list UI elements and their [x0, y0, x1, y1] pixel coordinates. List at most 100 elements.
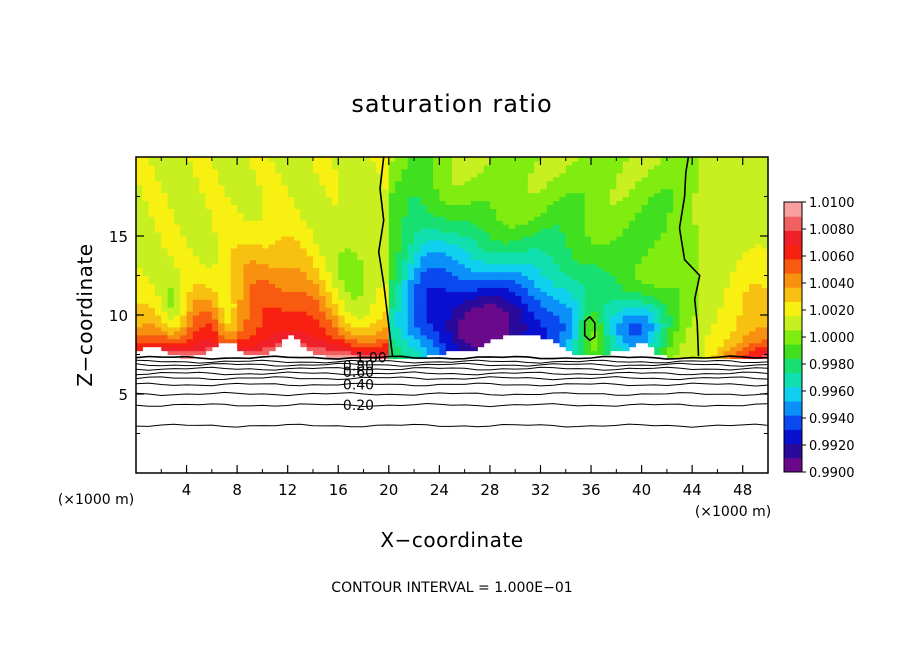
field-cell — [641, 287, 649, 292]
field-cell — [483, 267, 491, 273]
field-cell — [685, 311, 693, 316]
field-cell — [704, 315, 712, 320]
field-cell — [357, 330, 365, 336]
field-cell — [559, 200, 567, 205]
field-cell — [496, 224, 504, 229]
field-cell — [635, 303, 643, 308]
field-cell — [647, 208, 655, 213]
field-cell — [433, 311, 440, 316]
field-cell — [243, 263, 251, 269]
field-cell — [496, 208, 504, 213]
field-cell — [395, 303, 403, 308]
field-cell — [565, 196, 573, 202]
field-cell — [521, 299, 529, 304]
field-cell — [723, 196, 731, 202]
field-cell — [357, 287, 365, 292]
field-cell — [452, 188, 459, 194]
field-cell — [338, 239, 346, 245]
field-cell — [300, 228, 308, 233]
field-cell — [350, 160, 358, 166]
field-cell — [679, 160, 687, 166]
field-cell — [723, 267, 731, 273]
field-cell — [414, 299, 421, 304]
field-cell — [717, 271, 725, 277]
field-cell — [173, 192, 181, 198]
field-cell — [553, 228, 561, 233]
field-cell — [508, 259, 516, 265]
field-cell — [723, 322, 731, 328]
field-cell — [237, 216, 245, 221]
field-cell — [148, 192, 156, 198]
field-cell — [597, 164, 605, 170]
field-cell — [610, 307, 617, 312]
field-cell — [584, 279, 592, 284]
field-cell — [673, 287, 681, 292]
field-cell — [350, 243, 358, 249]
field-cell — [628, 196, 636, 202]
field-cell — [281, 330, 289, 336]
field-cell — [142, 275, 150, 281]
field-cell — [540, 239, 548, 245]
field-cell — [262, 239, 270, 245]
field-cell — [136, 212, 143, 217]
field-cell — [154, 212, 162, 217]
field-cell — [382, 164, 390, 170]
field-cell — [167, 239, 175, 245]
field-cell — [363, 291, 371, 296]
field-cell — [622, 338, 630, 344]
field-cell — [546, 212, 554, 217]
field-cell — [420, 322, 428, 328]
field-cell — [312, 236, 320, 241]
field-cell — [647, 334, 655, 340]
field-cell — [243, 172, 251, 178]
field-cell — [477, 247, 485, 253]
field-cell — [521, 176, 529, 182]
field-cell — [243, 239, 251, 245]
field-cell — [749, 168, 756, 174]
field-cell — [281, 255, 289, 261]
field-cell — [414, 164, 421, 170]
field-cell — [622, 315, 630, 320]
field-cell — [218, 243, 226, 249]
field-cell — [515, 216, 523, 221]
field-cell — [660, 259, 668, 265]
field-cell — [275, 342, 282, 348]
field-cell — [489, 157, 497, 162]
field-cell — [622, 168, 630, 174]
field-cell — [376, 322, 384, 328]
field-cell — [483, 295, 491, 300]
field-cell — [452, 326, 459, 332]
field-cell — [628, 263, 636, 269]
field-cell — [483, 239, 491, 245]
field-cell — [294, 184, 301, 190]
field-cell — [237, 157, 245, 162]
field-cell — [603, 180, 611, 186]
field-cell — [369, 247, 377, 253]
field-cell — [464, 271, 472, 277]
field-cell — [749, 247, 756, 253]
field-cell — [142, 267, 150, 273]
field-cell — [243, 307, 251, 312]
field-cell — [262, 224, 270, 229]
field-cell — [628, 334, 636, 340]
field-cell — [287, 236, 295, 241]
field-cell — [584, 180, 592, 186]
field-cell — [211, 311, 219, 316]
field-cell — [534, 279, 542, 284]
field-cell — [597, 192, 605, 198]
field-cell — [458, 334, 466, 340]
field-cell — [363, 283, 371, 288]
field-cell — [306, 342, 314, 348]
field-cell — [496, 216, 504, 221]
field-cell — [635, 259, 643, 265]
field-cell — [154, 176, 162, 182]
field-cell — [654, 188, 662, 194]
field-cell — [704, 160, 712, 166]
field-cell — [641, 180, 649, 186]
field-cell — [483, 180, 491, 186]
field-cell — [603, 168, 611, 174]
field-cell — [603, 204, 611, 209]
field-cell — [281, 326, 289, 332]
field-cell — [749, 212, 756, 217]
field-cell — [502, 184, 510, 190]
